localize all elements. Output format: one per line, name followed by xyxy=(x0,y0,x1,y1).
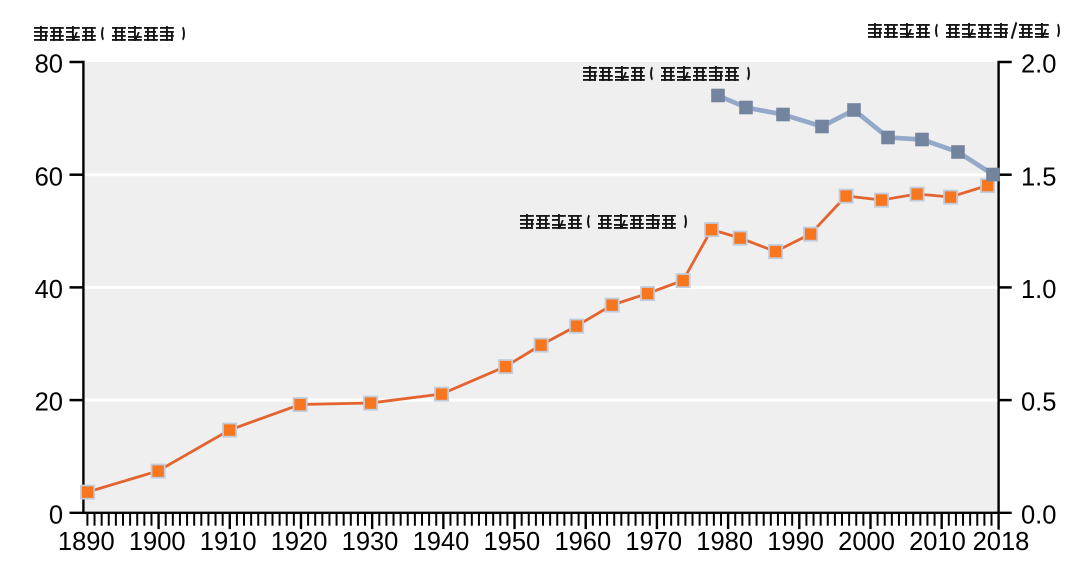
svg-text:2010: 2010 xyxy=(909,528,966,556)
svg-text:1970: 1970 xyxy=(625,528,682,556)
svg-text:2.0: 2.0 xyxy=(1021,51,1056,79)
svg-text:0.0: 0.0 xyxy=(1021,501,1056,529)
svg-text:2018: 2018 xyxy=(973,528,1030,556)
svg-text:1980: 1980 xyxy=(696,528,753,556)
svg-text:0: 0 xyxy=(49,501,63,529)
svg-text:1890: 1890 xyxy=(58,528,115,556)
svg-text:0.5: 0.5 xyxy=(1021,389,1056,417)
svg-text:1910: 1910 xyxy=(200,528,257,556)
svg-text:1900: 1900 xyxy=(129,528,186,556)
svg-text:1950: 1950 xyxy=(484,528,541,556)
svg-text:1.0: 1.0 xyxy=(1021,276,1056,304)
svg-text:1920: 1920 xyxy=(271,528,328,556)
svg-text:1960: 1960 xyxy=(554,528,611,556)
svg-text:40: 40 xyxy=(35,276,63,304)
svg-text:2000: 2000 xyxy=(838,528,895,556)
svg-text:1.5: 1.5 xyxy=(1021,163,1056,191)
svg-text:80: 80 xyxy=(35,51,63,79)
svg-text:60: 60 xyxy=(35,163,63,191)
svg-text:1930: 1930 xyxy=(342,528,399,556)
svg-text:20: 20 xyxy=(35,389,63,417)
svg-text:1940: 1940 xyxy=(413,528,470,556)
svg-text:1990: 1990 xyxy=(767,528,824,556)
